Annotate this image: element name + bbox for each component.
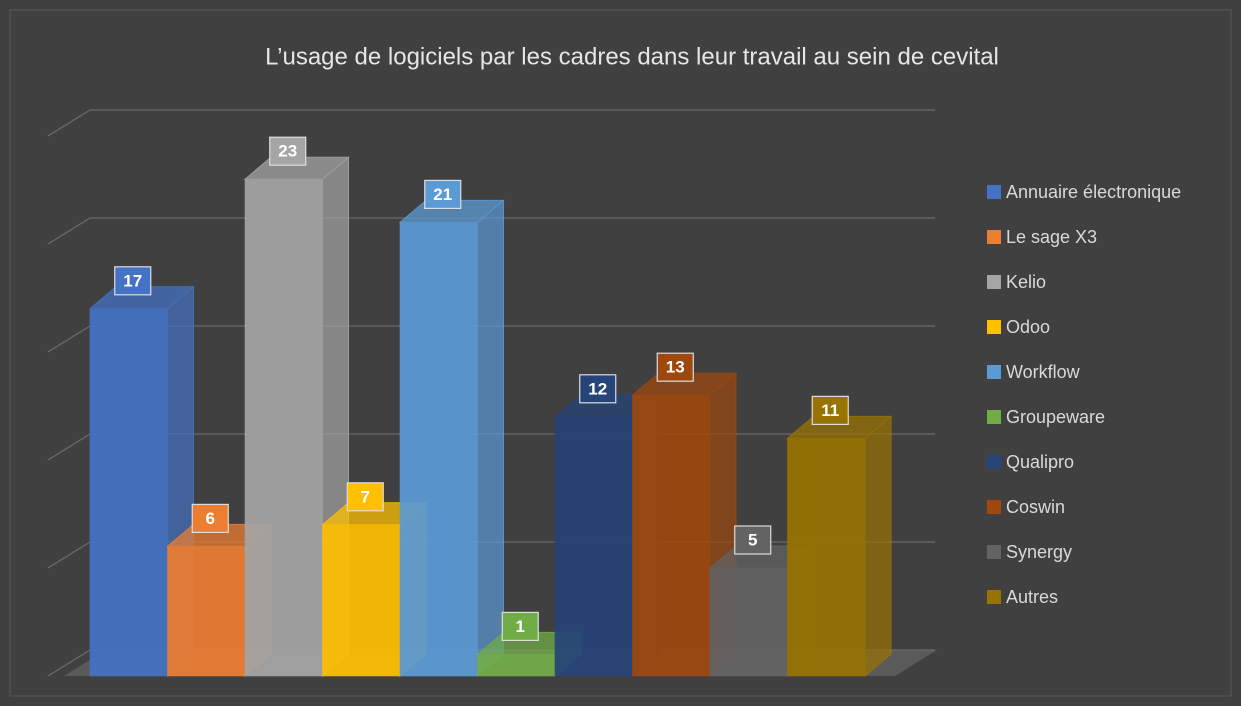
bar-front xyxy=(399,221,478,677)
value-label-box xyxy=(269,136,307,166)
legend-label: Coswin xyxy=(1006,497,1065,517)
bar-front xyxy=(787,437,866,677)
value-label-box xyxy=(811,395,849,425)
value-label-box xyxy=(734,525,772,555)
grid-line xyxy=(47,217,935,245)
legend-label: Qualipro xyxy=(1006,452,1074,472)
legend-label: Synergy xyxy=(1006,542,1072,562)
legend-label: Le sage X3 xyxy=(1006,227,1097,247)
legend-swatch xyxy=(987,455,1001,469)
value-label-box xyxy=(656,352,694,382)
legend-label: Groupeware xyxy=(1006,407,1105,427)
bar-front xyxy=(554,416,633,677)
legend-swatch xyxy=(987,230,1001,244)
legend-label: Kelio xyxy=(1006,272,1046,292)
value-label-box xyxy=(579,374,617,404)
bar-front xyxy=(477,653,556,677)
legend-swatch xyxy=(987,545,1001,559)
legend-label: Autres xyxy=(1006,587,1058,607)
value-label: 21 xyxy=(433,185,452,204)
bar-side xyxy=(864,415,892,678)
value-label-box xyxy=(114,266,152,296)
bar-side xyxy=(477,199,504,678)
value-label-box xyxy=(501,611,539,642)
value-label: 7 xyxy=(361,487,370,506)
bar-front xyxy=(632,394,711,677)
legend-swatch xyxy=(987,185,1001,199)
bar-front xyxy=(167,545,246,677)
legend-label: Odoo xyxy=(1006,317,1050,337)
legend-swatch xyxy=(987,500,1001,514)
value-label: 1 xyxy=(516,617,525,636)
value-label: 13 xyxy=(666,358,685,377)
legend-swatch xyxy=(987,275,1001,289)
legend-label: Annuaire électronique xyxy=(1006,182,1181,202)
value-label: 17 xyxy=(123,271,142,290)
value-label: 23 xyxy=(278,142,297,161)
grid-line xyxy=(47,109,935,137)
bar xyxy=(398,199,505,678)
value-label: 5 xyxy=(748,530,757,549)
chart-title: L’usage de logiciels par les cadres dans… xyxy=(265,43,999,70)
bar-front xyxy=(244,178,323,677)
bar xyxy=(786,415,893,678)
value-label-box xyxy=(346,482,384,512)
legend-swatch xyxy=(987,320,1001,334)
value-label-box xyxy=(424,179,462,209)
legend-swatch xyxy=(987,410,1001,424)
value-label-box xyxy=(191,503,229,533)
value-label: 11 xyxy=(821,401,839,420)
chart-border xyxy=(9,9,1232,697)
legend-label: Workflow xyxy=(1006,362,1081,382)
bar-front xyxy=(709,567,788,677)
bar-front xyxy=(89,308,168,677)
legend-swatch xyxy=(987,365,1001,379)
value-label: 6 xyxy=(206,509,215,528)
bar-front xyxy=(322,524,401,677)
value-label: 12 xyxy=(588,379,607,398)
legend-swatch xyxy=(987,590,1001,604)
